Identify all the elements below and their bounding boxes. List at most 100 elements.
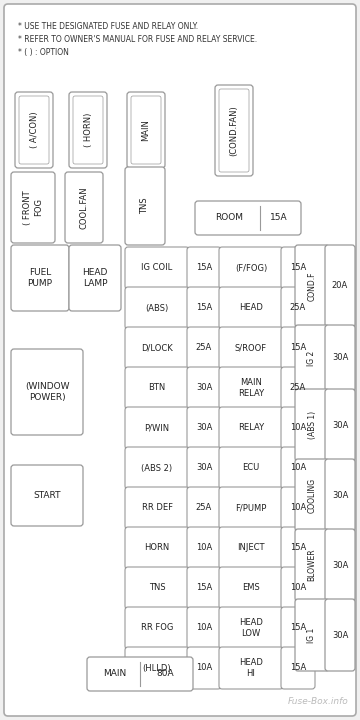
Text: 80A: 80A [156, 670, 174, 678]
FancyBboxPatch shape [11, 172, 55, 243]
Text: 15A: 15A [196, 304, 212, 312]
FancyBboxPatch shape [325, 325, 355, 391]
Text: 10A: 10A [290, 503, 306, 513]
Text: HEAD
HI: HEAD HI [239, 658, 263, 678]
FancyBboxPatch shape [15, 92, 53, 168]
Text: F/PUMP: F/PUMP [235, 503, 267, 513]
Text: 25A: 25A [196, 343, 212, 353]
FancyBboxPatch shape [187, 527, 221, 569]
Text: P/WIN: P/WIN [144, 423, 170, 433]
FancyBboxPatch shape [325, 389, 355, 461]
Text: HORN: HORN [144, 544, 170, 552]
FancyBboxPatch shape [219, 407, 283, 449]
FancyBboxPatch shape [4, 4, 356, 716]
FancyBboxPatch shape [281, 407, 315, 449]
FancyBboxPatch shape [219, 567, 283, 609]
Text: 10A: 10A [196, 664, 212, 672]
Text: 25A: 25A [196, 503, 212, 513]
Text: (ABS 1): (ABS 1) [307, 411, 316, 439]
Text: 15A: 15A [290, 624, 306, 632]
Text: * USE THE DESIGNATED FUSE AND RELAY ONLY.: * USE THE DESIGNATED FUSE AND RELAY ONLY… [18, 22, 198, 31]
Text: 10A: 10A [290, 583, 306, 593]
Text: D/LOCK: D/LOCK [141, 343, 173, 353]
FancyBboxPatch shape [125, 407, 189, 449]
Text: HEAD: HEAD [239, 304, 263, 312]
Text: 15A: 15A [290, 343, 306, 353]
Text: 15A: 15A [290, 544, 306, 552]
FancyBboxPatch shape [187, 407, 221, 449]
FancyBboxPatch shape [219, 607, 283, 649]
Text: COOL.FAN: COOL.FAN [80, 186, 89, 229]
Text: S/ROOF: S/ROOF [235, 343, 267, 353]
FancyBboxPatch shape [187, 607, 221, 649]
Text: COND.F: COND.F [307, 271, 316, 301]
FancyBboxPatch shape [187, 367, 221, 409]
FancyBboxPatch shape [295, 599, 329, 671]
FancyBboxPatch shape [125, 447, 189, 489]
Text: 30A: 30A [332, 560, 348, 570]
FancyBboxPatch shape [281, 527, 315, 569]
FancyBboxPatch shape [125, 607, 189, 649]
Text: Fuse-Box.info: Fuse-Box.info [287, 697, 348, 706]
FancyBboxPatch shape [219, 287, 283, 329]
Text: (WINDOW
POWER): (WINDOW POWER) [25, 382, 69, 402]
Text: 10A: 10A [196, 544, 212, 552]
FancyBboxPatch shape [125, 647, 189, 689]
FancyBboxPatch shape [325, 459, 355, 531]
Text: HEAD
LOW: HEAD LOW [239, 618, 263, 638]
FancyBboxPatch shape [219, 647, 283, 689]
FancyBboxPatch shape [219, 327, 283, 369]
FancyBboxPatch shape [127, 92, 165, 168]
FancyBboxPatch shape [125, 527, 189, 569]
Text: 30A: 30A [332, 354, 348, 362]
FancyBboxPatch shape [281, 327, 315, 369]
FancyBboxPatch shape [125, 487, 189, 529]
Text: 30A: 30A [332, 420, 348, 430]
FancyBboxPatch shape [187, 447, 221, 489]
Text: * ( ) : OPTION: * ( ) : OPTION [18, 48, 69, 57]
FancyBboxPatch shape [325, 599, 355, 671]
FancyBboxPatch shape [187, 287, 221, 329]
FancyBboxPatch shape [295, 325, 329, 391]
FancyBboxPatch shape [195, 201, 301, 235]
Text: IG COIL: IG COIL [141, 264, 173, 272]
FancyBboxPatch shape [187, 567, 221, 609]
FancyBboxPatch shape [187, 327, 221, 369]
Text: ( A/CON): ( A/CON) [30, 112, 39, 148]
FancyBboxPatch shape [281, 447, 315, 489]
Text: MAIN: MAIN [103, 670, 127, 678]
Text: 15A: 15A [196, 264, 212, 272]
Text: 30A: 30A [332, 490, 348, 500]
Text: 30A: 30A [332, 631, 348, 639]
Text: 30A: 30A [196, 423, 212, 433]
Text: ( HORN): ( HORN) [84, 113, 93, 147]
FancyBboxPatch shape [295, 245, 329, 327]
Text: 10A: 10A [290, 423, 306, 433]
Text: RR DEF: RR DEF [141, 503, 172, 513]
Text: RELAY: RELAY [238, 423, 264, 433]
Text: 15A: 15A [290, 664, 306, 672]
FancyBboxPatch shape [281, 487, 315, 529]
Text: EMS: EMS [242, 583, 260, 593]
FancyBboxPatch shape [219, 367, 283, 409]
FancyBboxPatch shape [125, 247, 189, 289]
Text: INJECT: INJECT [237, 544, 265, 552]
FancyBboxPatch shape [219, 447, 283, 489]
Text: BLOWER: BLOWER [307, 549, 316, 581]
FancyBboxPatch shape [281, 247, 315, 289]
Text: BTN: BTN [148, 384, 166, 392]
Text: 10A: 10A [290, 464, 306, 472]
FancyBboxPatch shape [281, 647, 315, 689]
FancyBboxPatch shape [11, 465, 83, 526]
Text: IG 2: IG 2 [307, 351, 316, 366]
Text: 15A: 15A [196, 583, 212, 593]
FancyBboxPatch shape [281, 607, 315, 649]
FancyBboxPatch shape [187, 247, 221, 289]
Text: HEAD
LAMP: HEAD LAMP [82, 269, 108, 288]
Text: MAIN
RELAY: MAIN RELAY [238, 378, 264, 397]
FancyBboxPatch shape [219, 527, 283, 569]
Text: 15A: 15A [290, 264, 306, 272]
Text: (HLLD): (HLLD) [143, 664, 171, 672]
Text: MAIN: MAIN [141, 119, 150, 141]
Text: (F/FOG): (F/FOG) [235, 264, 267, 272]
